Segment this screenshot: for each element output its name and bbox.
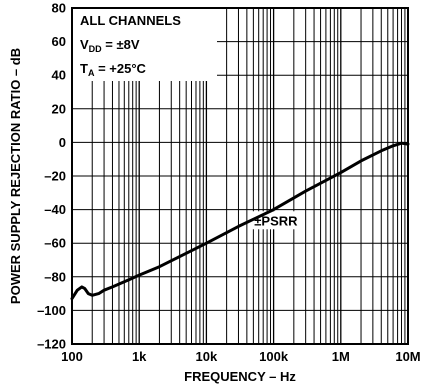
y-tick-label: 20 [52, 101, 66, 116]
curve-label-psrr: ±PSRR [254, 213, 298, 228]
conditions-box [73, 9, 217, 81]
y-tick-label: –120 [37, 337, 66, 352]
conditions-ta: TA = +25°C [80, 61, 147, 78]
plot-frame [71, 7, 409, 345]
y-tick-label: –100 [37, 303, 66, 318]
x-tick-label: 100 [61, 349, 83, 364]
y-tick-label: –20 [44, 169, 66, 184]
conditions-vdd: VDD = ±8V [80, 37, 140, 54]
y-tick-label: 80 [52, 1, 66, 16]
x-tick-labels: 100 1k 10k 100k 1M 10M [61, 349, 421, 364]
y-tick-label: 60 [52, 34, 66, 49]
x-tick-label: 100k [259, 349, 289, 364]
y-tick-label: 40 [52, 68, 66, 83]
y-tick-label: –80 [44, 269, 66, 284]
y-tick-label: –40 [44, 202, 66, 217]
x-axis-label: FREQUENCY – Hz [184, 369, 296, 384]
conditions-all-channels: ALL CHANNELS [80, 13, 181, 28]
x-tick-label: 10M [395, 349, 420, 364]
y-tick-labels: 80 60 40 20 0 –20 –40 –60 –80 –100 –120 [37, 1, 66, 352]
x-tick-label: 1M [332, 349, 350, 364]
x-tick-label: 10k [196, 349, 218, 364]
y-tick-label: –60 [44, 236, 66, 251]
y-axis-label: POWER SUPPLY REJECTION RATIO – dB [8, 48, 23, 304]
x-tick-label: 1k [132, 349, 147, 364]
y-tick-label: 0 [59, 135, 66, 150]
psrr-series-line [70, 141, 410, 301]
